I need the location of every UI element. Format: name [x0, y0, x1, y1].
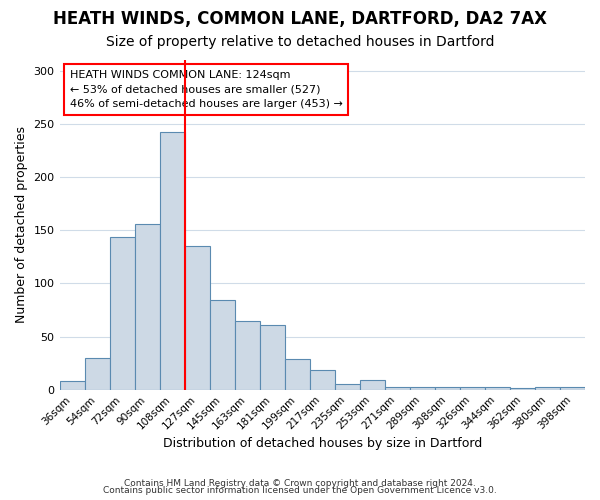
Bar: [385, 386, 410, 390]
Bar: [185, 246, 209, 390]
Bar: [360, 380, 385, 390]
Bar: [535, 386, 560, 390]
Bar: [260, 325, 285, 390]
Bar: [235, 320, 260, 390]
Bar: [110, 236, 134, 390]
Bar: [209, 300, 235, 390]
X-axis label: Distribution of detached houses by size in Dartford: Distribution of detached houses by size …: [163, 437, 482, 450]
Text: Contains HM Land Registry data © Crown copyright and database right 2024.: Contains HM Land Registry data © Crown c…: [124, 478, 476, 488]
Text: HEATH WINDS, COMMON LANE, DARTFORD, DA2 7AX: HEATH WINDS, COMMON LANE, DARTFORD, DA2 …: [53, 10, 547, 28]
Bar: [435, 386, 460, 390]
Bar: [335, 384, 360, 390]
Bar: [285, 359, 310, 390]
Text: Size of property relative to detached houses in Dartford: Size of property relative to detached ho…: [106, 35, 494, 49]
Text: HEATH WINDS COMMON LANE: 124sqm
← 53% of detached houses are smaller (527)
46% o: HEATH WINDS COMMON LANE: 124sqm ← 53% of…: [70, 70, 343, 110]
Bar: [160, 132, 185, 390]
Bar: [510, 388, 535, 390]
Y-axis label: Number of detached properties: Number of detached properties: [15, 126, 28, 324]
Bar: [134, 224, 160, 390]
Bar: [410, 386, 435, 390]
Bar: [85, 358, 110, 390]
Bar: [59, 381, 85, 390]
Bar: [560, 386, 585, 390]
Bar: [460, 386, 485, 390]
Text: Contains public sector information licensed under the Open Government Licence v3: Contains public sector information licen…: [103, 486, 497, 495]
Bar: [310, 370, 335, 390]
Bar: [485, 386, 510, 390]
